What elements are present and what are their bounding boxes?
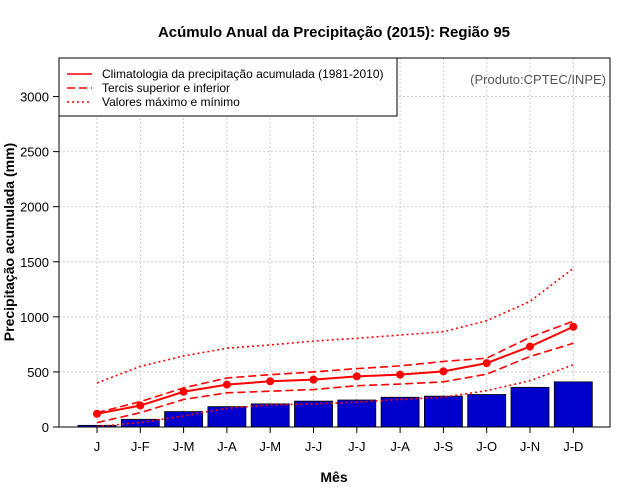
y-tick-label: 500 — [27, 365, 49, 380]
y-tick-label: 0 — [42, 420, 49, 435]
lines — [93, 267, 578, 428]
series-point — [396, 370, 405, 379]
bars — [77, 381, 593, 428]
bar — [510, 386, 550, 428]
legend-entry-extremos: Valores máximo e mínimo — [102, 95, 240, 109]
x-axis: J J-F J-M J-A J-M J-J J-J J-A J-S J-O J-N J-D — [94, 427, 583, 454]
y-tick-label: 1000 — [20, 310, 49, 325]
bar — [337, 399, 377, 428]
series-point — [352, 372, 361, 381]
y-tick-label: 1500 — [20, 255, 49, 270]
series-point — [93, 409, 101, 418]
x-tick-label: J-D — [563, 439, 583, 454]
y-tick-label: 2000 — [20, 200, 49, 215]
y-tick-label: 2500 — [20, 145, 49, 160]
bar — [207, 406, 247, 428]
series-point — [439, 367, 448, 376]
chart-title: Acúmulo Anual da Precipitação (2015): Re… — [158, 24, 510, 41]
bar — [250, 403, 290, 428]
x-tick-label: J — [94, 439, 101, 454]
y-axis-label: Precipitação acumulada (mm) — [1, 143, 17, 341]
series-line — [96, 342, 574, 424]
legend-entry-climatologia: Climatologia da precipitação acumulada (… — [102, 67, 384, 81]
x-axis-label: Mês — [320, 469, 347, 485]
x-tick-label: J-M — [259, 439, 281, 454]
x-tick-label: J-F — [131, 439, 150, 454]
x-tick-label: J-M — [173, 439, 195, 454]
series-point — [526, 342, 534, 351]
legend: Climatologia da precipitação acumulada (… — [58, 57, 398, 117]
bar — [294, 400, 333, 428]
series-point — [222, 380, 231, 389]
bar — [380, 396, 420, 428]
series-line — [96, 320, 574, 414]
x-tick-label: J-J — [305, 439, 322, 454]
x-tick-label: J-N — [520, 439, 540, 454]
bar — [553, 381, 593, 428]
bar — [423, 395, 463, 428]
y-tick-label: 3000 — [20, 90, 49, 105]
x-tick-label: J-J — [348, 439, 365, 454]
x-tick-label: J-S — [434, 439, 454, 454]
series-point — [309, 375, 318, 384]
series-point — [136, 401, 145, 410]
x-tick-label: J-A — [217, 439, 237, 454]
legend-entry-tercis: Tercis superior e inferior — [102, 81, 230, 95]
series-line — [96, 325, 574, 415]
series-point — [569, 322, 578, 331]
series-point — [266, 377, 275, 386]
x-tick-label: J-O — [476, 439, 497, 454]
bar — [467, 394, 507, 428]
grid — [59, 58, 610, 428]
x-tick-label: J-A — [390, 439, 410, 454]
source-label: (Produto:CPTEC/INPE) — [470, 72, 606, 87]
legend-box — [58, 57, 398, 117]
series-point — [482, 359, 491, 368]
series-line — [96, 267, 574, 384]
series-point — [179, 387, 188, 396]
y-axis: 0 500 1000 1500 2000 2500 3000 — [20, 90, 59, 435]
